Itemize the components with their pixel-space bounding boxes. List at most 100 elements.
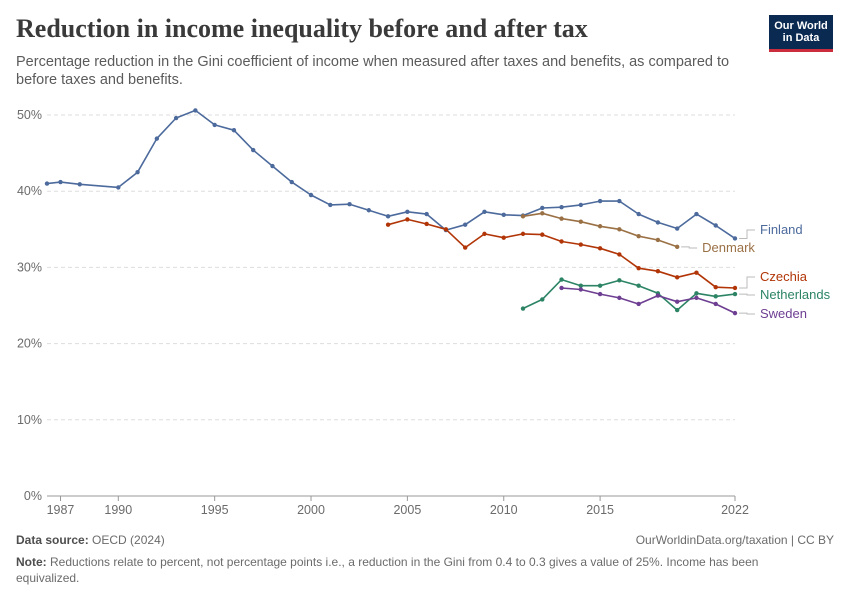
data-point-sweden bbox=[617, 295, 622, 301]
data-point-finland bbox=[58, 179, 63, 185]
chart-note: Note: Reductions relate to percent, not … bbox=[16, 554, 816, 586]
y-tick-label: 40% bbox=[17, 184, 42, 198]
data-point-netherlands bbox=[636, 283, 641, 288]
x-tick-label: 2010 bbox=[490, 503, 518, 517]
chart-title: Reduction in income inequality before an… bbox=[16, 14, 588, 43]
data-point-sweden bbox=[655, 293, 661, 298]
chart-subtitle: Percentage reduction in the Gini coeffic… bbox=[16, 54, 730, 88]
owid-logo[interactable]: Our World in Data bbox=[769, 15, 833, 52]
data-point-sweden bbox=[694, 295, 699, 301]
data-point-finland bbox=[289, 179, 294, 185]
data-point-finland bbox=[385, 214, 391, 219]
axis-layer: 0% 10% 20% 30% 40% 50% 1987 1990 1995 2000 2005 201… bbox=[17, 108, 749, 517]
data-point-finland bbox=[116, 185, 121, 190]
grid-layer bbox=[47, 114, 735, 421]
data-point-czechia bbox=[597, 246, 603, 251]
data-point-czechia bbox=[424, 221, 429, 227]
data-point-czechia bbox=[694, 270, 699, 275]
data-point-finland bbox=[366, 208, 372, 213]
source-url-link[interactable]: OurWorldinData.org/taxation | CC BY bbox=[635, 533, 834, 547]
data-point-finland bbox=[713, 223, 718, 228]
data-point-finland bbox=[482, 209, 487, 214]
data-point-finland bbox=[694, 211, 699, 217]
data-point-netherlands bbox=[713, 294, 718, 299]
data-point-czechia bbox=[713, 285, 718, 290]
data-point-finland bbox=[501, 212, 506, 218]
leader-line-netherlands bbox=[739, 293, 755, 296]
data-point-finland bbox=[405, 209, 410, 214]
y-tick-label: 0% bbox=[24, 489, 42, 503]
data-point-sweden bbox=[636, 301, 641, 307]
data-point-denmark bbox=[655, 237, 661, 243]
data-point-netherlands bbox=[694, 291, 699, 296]
data-point-denmark bbox=[520, 214, 526, 219]
logo-line-1: Our World bbox=[774, 20, 828, 32]
data-point-denmark bbox=[540, 211, 545, 216]
data-point-netherlands bbox=[559, 277, 564, 282]
data-point-sweden bbox=[559, 285, 564, 291]
note-text: Reductions relate to percent, not percen… bbox=[16, 555, 759, 585]
data-point-finland bbox=[77, 182, 82, 187]
data-point-sweden bbox=[674, 299, 680, 304]
data-point-netherlands bbox=[674, 307, 680, 313]
leader-line-finland bbox=[739, 229, 755, 239]
data-source-label: Data source: bbox=[16, 533, 89, 547]
data-point-finland bbox=[231, 128, 237, 133]
data-point-denmark bbox=[617, 227, 622, 232]
data-point-finland bbox=[328, 202, 333, 208]
data-point-netherlands bbox=[520, 306, 526, 311]
x-tick-label: 2005 bbox=[393, 503, 421, 517]
data-point-finland bbox=[597, 198, 603, 204]
data-point-finland bbox=[308, 192, 314, 198]
data-point-finland bbox=[270, 163, 275, 169]
data-point-finland bbox=[193, 108, 198, 113]
note-label: Note: bbox=[16, 555, 47, 569]
data-point-finland bbox=[135, 169, 140, 175]
x-tick-label: 1995 bbox=[201, 503, 229, 517]
data-point-denmark bbox=[578, 219, 584, 224]
data-point-sweden bbox=[597, 291, 603, 297]
data-point-denmark bbox=[597, 224, 603, 229]
series-line-sweden bbox=[561, 287, 736, 314]
data-point-finland bbox=[462, 222, 468, 227]
data-source-text: OECD (2024) bbox=[92, 533, 165, 547]
data-point-finland bbox=[732, 236, 738, 241]
data-point-finland bbox=[617, 198, 622, 204]
data-point-netherlands bbox=[540, 297, 545, 302]
data-point-netherlands bbox=[597, 283, 603, 288]
series-line-finland bbox=[46, 109, 736, 240]
y-tick-label: 50% bbox=[17, 108, 42, 122]
data-point-czechia bbox=[732, 285, 738, 291]
data-point-sweden bbox=[578, 287, 584, 292]
data-point-czechia bbox=[482, 231, 487, 237]
data-point-finland bbox=[347, 201, 352, 207]
leader-line-czechia bbox=[739, 276, 755, 289]
data-point-czechia bbox=[462, 245, 468, 250]
data-point-denmark bbox=[559, 216, 564, 221]
data-point-czechia bbox=[520, 231, 526, 237]
data-point-finland bbox=[636, 211, 641, 217]
data-point-czechia bbox=[501, 235, 506, 240]
data-point-finland bbox=[251, 147, 256, 153]
series-label-netherlands: Netherlands bbox=[760, 287, 831, 302]
x-tick-label: 2015 bbox=[586, 503, 614, 517]
y-tick-label: 20% bbox=[17, 337, 42, 351]
data-point-finland bbox=[578, 202, 584, 208]
x-tick-label: 2022 bbox=[721, 503, 749, 517]
x-tick-label: 1987 bbox=[47, 503, 75, 517]
y-tick-label: 10% bbox=[17, 413, 42, 427]
data-point-finland bbox=[559, 205, 564, 210]
data-point-czechia bbox=[443, 227, 449, 232]
data-point-denmark bbox=[674, 244, 680, 250]
logo-line-2: in Data bbox=[782, 32, 820, 44]
data-point-czechia bbox=[385, 222, 391, 227]
data-point-czechia bbox=[655, 269, 661, 274]
series-line-denmark bbox=[522, 212, 678, 248]
data-point-netherlands bbox=[732, 291, 738, 297]
data-point-czechia bbox=[617, 252, 622, 257]
series-label-sweden: Sweden bbox=[760, 306, 807, 321]
data-point-czechia bbox=[578, 242, 584, 247]
data-point-netherlands bbox=[617, 278, 622, 283]
data-point-czechia bbox=[405, 217, 410, 222]
